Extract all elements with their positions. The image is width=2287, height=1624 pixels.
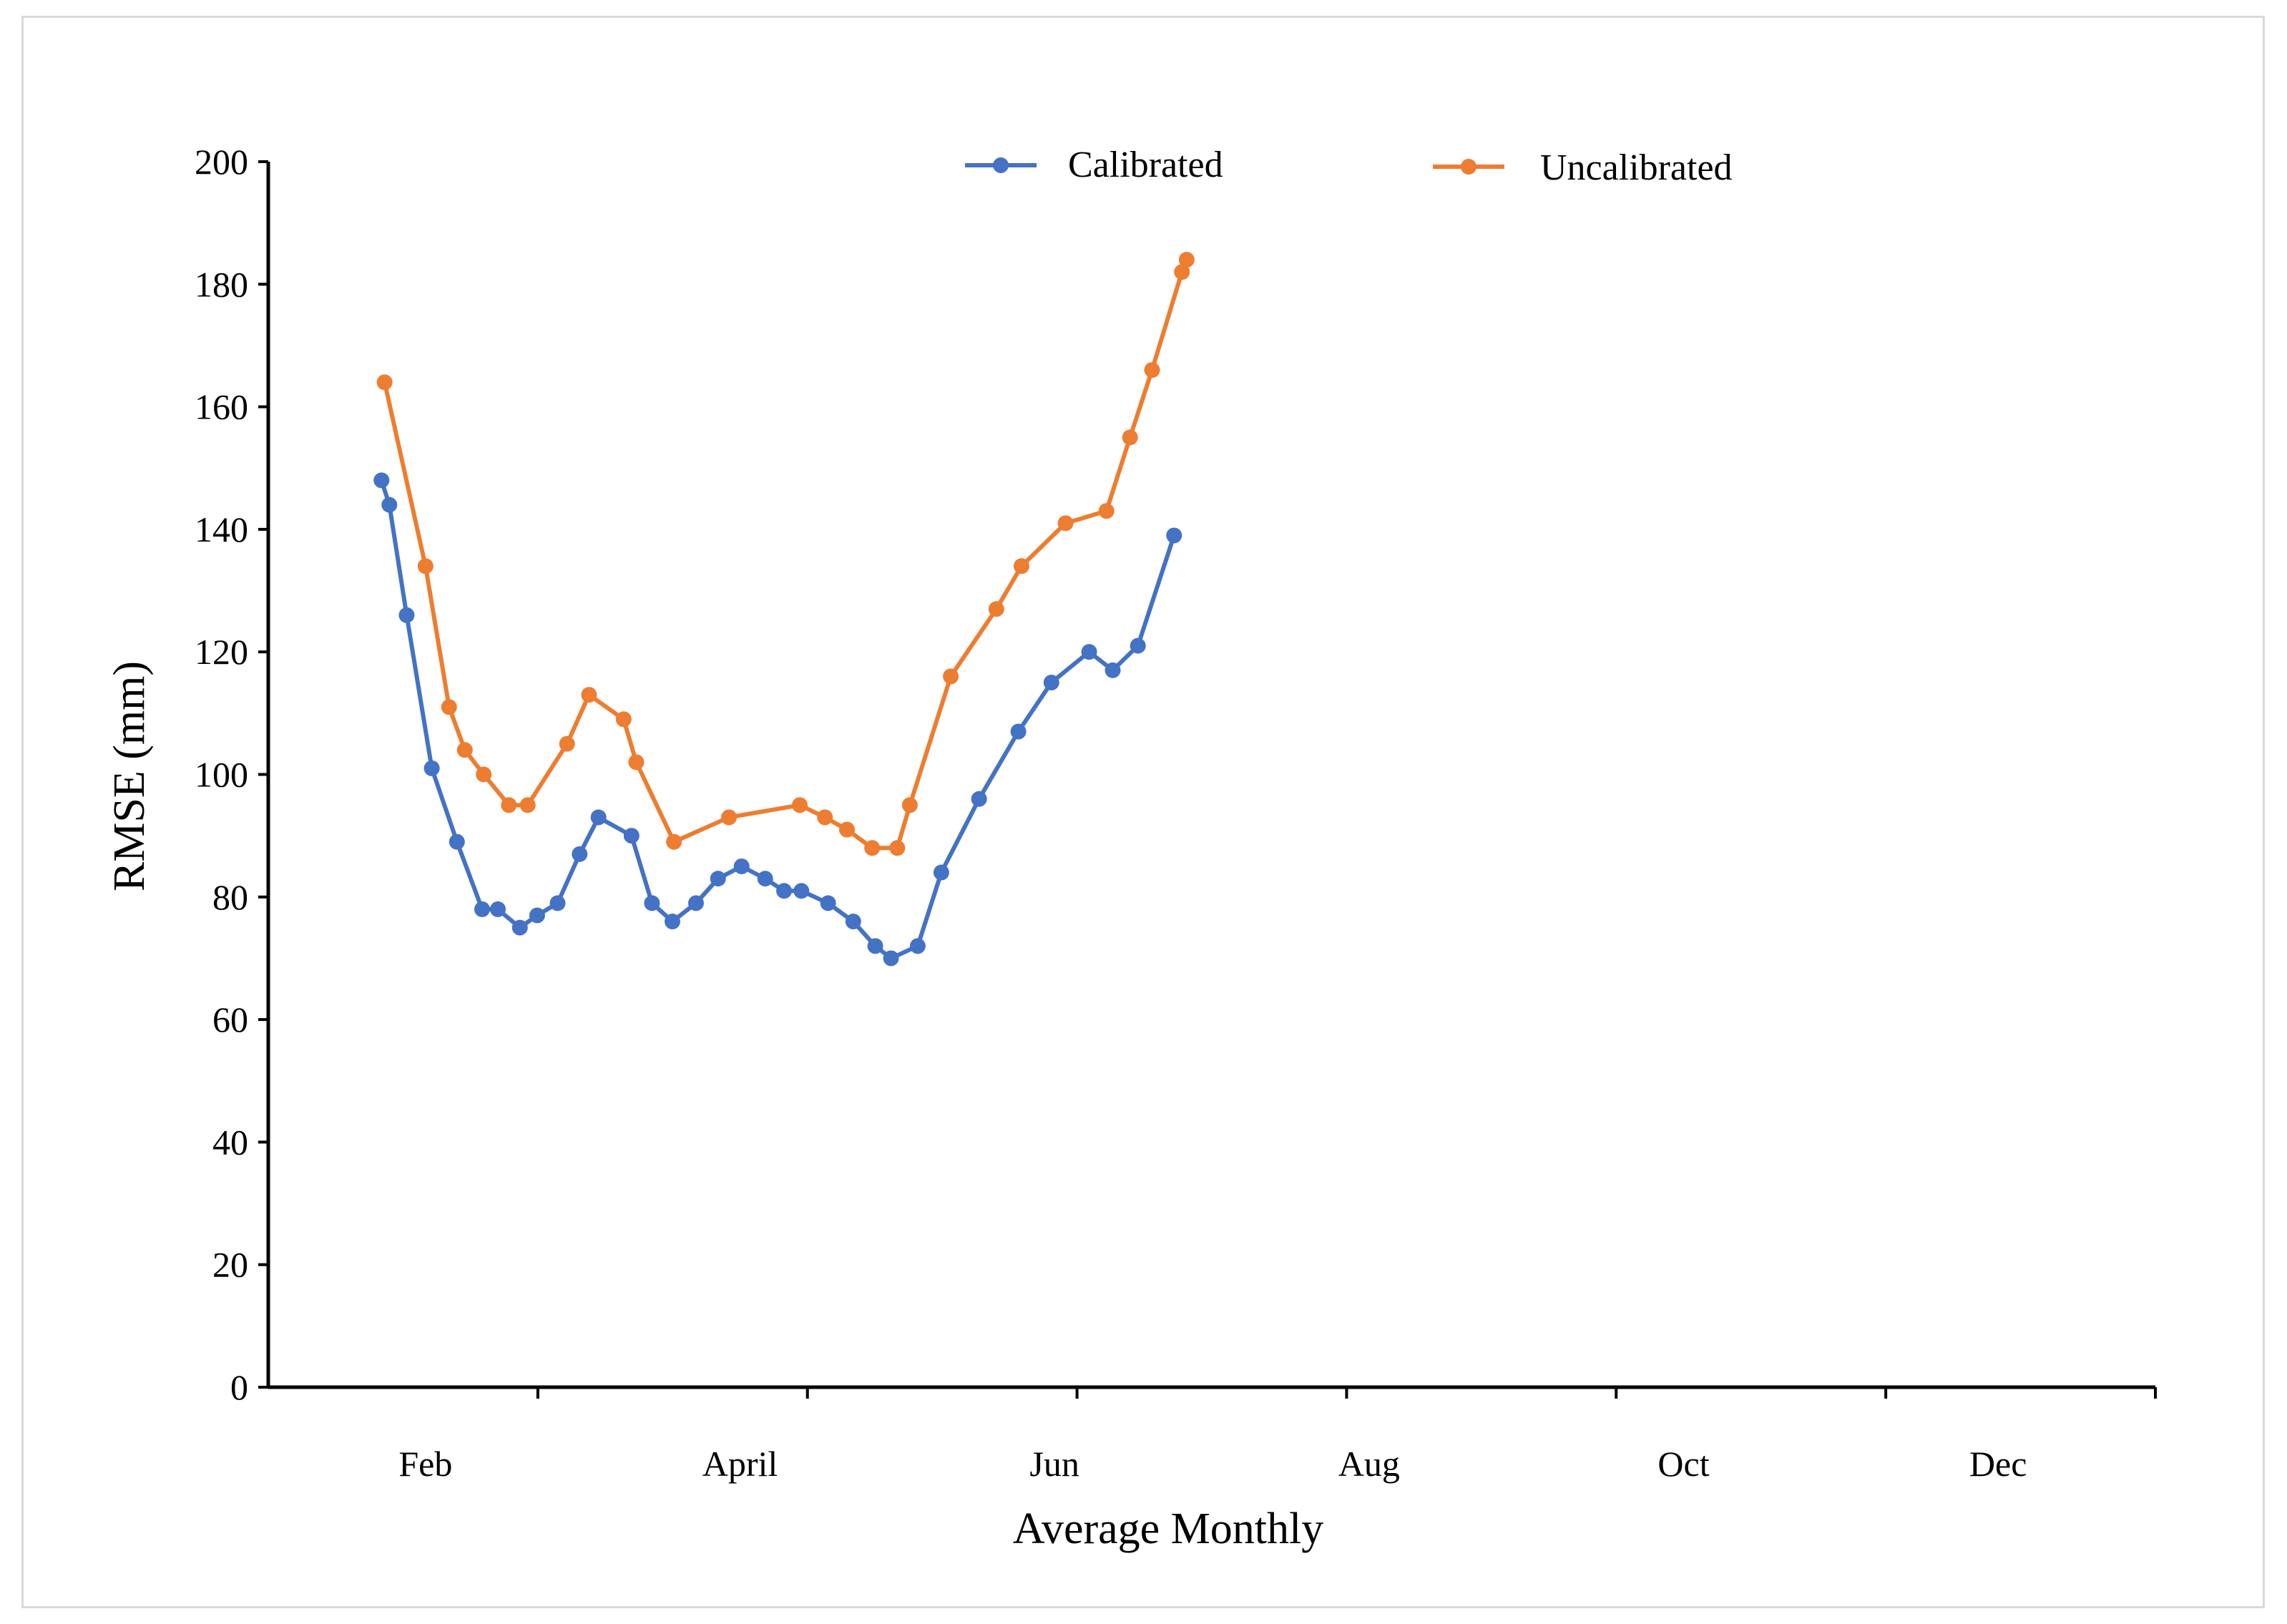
data-point-uncalibrated [581, 687, 597, 703]
y-tick-label: 80 [212, 877, 248, 917]
data-point-uncalibrated [376, 374, 393, 391]
series-uncalibrated [376, 252, 1195, 856]
data-point-calibrated [373, 472, 390, 489]
data-point-calibrated [867, 938, 883, 954]
data-point-uncalibrated [721, 809, 738, 826]
legend-label-uncalibrated: Uncalibrated [1540, 147, 1733, 188]
data-point-calibrated [644, 895, 660, 911]
data-point-calibrated [733, 858, 750, 874]
data-point-uncalibrated [1122, 429, 1138, 446]
data-point-calibrated [474, 901, 490, 917]
y-tick-label: 100 [195, 755, 248, 795]
y-tick-label: 140 [195, 509, 248, 549]
x-tick-label: Oct [1657, 1444, 1709, 1484]
x-axis-ticks: Feb April Jun Aug Oct Dec [398, 1387, 2157, 1484]
data-point-uncalibrated [1174, 264, 1190, 280]
series-layer [373, 252, 1195, 967]
data-point-calibrated [793, 883, 810, 899]
y-tick-label: 60 [212, 999, 248, 1040]
data-point-uncalibrated [864, 840, 881, 856]
data-point-uncalibrated [901, 797, 918, 813]
data-point-uncalibrated [1057, 515, 1074, 532]
data-point-calibrated [933, 864, 949, 881]
data-point-calibrated [529, 907, 545, 924]
data-point-calibrated [1081, 644, 1097, 660]
data-point-uncalibrated [615, 711, 632, 728]
data-point-calibrated [549, 895, 566, 911]
chart-frame: 0 20 40 60 80 100 120 140 160 180 200 Feb April Jun A… [21, 16, 2265, 1608]
data-point-calibrated [1010, 723, 1027, 740]
data-point-calibrated [381, 497, 398, 513]
data-point-uncalibrated [838, 821, 855, 838]
legend: Calibrated Uncalibrated [965, 145, 1733, 188]
x-tick-label: Jun [1029, 1444, 1079, 1484]
data-point-uncalibrated [1098, 503, 1115, 519]
data-point-uncalibrated [889, 840, 906, 856]
data-point-calibrated [820, 895, 836, 911]
data-point-calibrated [845, 914, 861, 930]
x-axis-title: Average Monthly [1013, 1505, 1323, 1553]
data-point-uncalibrated [1014, 558, 1030, 574]
data-point-calibrated [776, 883, 793, 899]
data-point-uncalibrated [817, 809, 833, 826]
data-point-calibrated [423, 760, 440, 776]
y-axis-title: RMSE (mm) [105, 661, 154, 891]
data-point-calibrated [1130, 637, 1146, 654]
legend-item-calibrated: Calibrated [965, 145, 1223, 185]
data-point-calibrated [489, 901, 506, 917]
data-point-calibrated [971, 791, 987, 807]
data-point-uncalibrated [792, 797, 808, 813]
y-axis-ticks: 0 20 40 60 80 100 120 140 160 180 200 [195, 142, 268, 1407]
data-point-calibrated [1043, 675, 1059, 691]
legend-item-uncalibrated: Uncalibrated [1433, 147, 1733, 188]
data-point-calibrated [664, 914, 680, 930]
y-tick-label: 40 [212, 1122, 248, 1162]
data-point-calibrated [511, 919, 528, 936]
data-point-uncalibrated [1144, 362, 1160, 378]
data-point-uncalibrated [666, 833, 682, 850]
y-tick-label: 180 [195, 264, 248, 304]
data-point-calibrated [687, 895, 704, 911]
data-point-calibrated [1105, 662, 1121, 678]
data-point-uncalibrated [943, 668, 959, 685]
data-point-uncalibrated [476, 766, 492, 783]
data-point-uncalibrated [519, 797, 536, 813]
x-tick-label: April [702, 1444, 778, 1484]
data-point-calibrated [572, 846, 588, 862]
data-point-calibrated [398, 607, 415, 623]
data-point-uncalibrated [417, 558, 434, 574]
series-line-uncalibrated [382, 258, 1189, 851]
data-point-uncalibrated [441, 699, 457, 715]
line-chart: 0 20 40 60 80 100 120 140 160 180 200 Feb April Jun A… [105, 142, 2157, 1553]
data-point-uncalibrated [456, 742, 473, 758]
legend-marker-calibrated [993, 157, 1009, 173]
data-point-calibrated [909, 938, 926, 954]
data-point-calibrated [623, 828, 640, 844]
data-point-uncalibrated [628, 754, 645, 771]
y-tick-label: 0 [230, 1367, 248, 1407]
y-tick-label: 200 [195, 142, 248, 182]
y-tick-label: 120 [195, 632, 248, 672]
data-point-calibrated [449, 833, 465, 850]
data-point-calibrated [757, 871, 773, 887]
data-point-uncalibrated [988, 601, 1004, 617]
x-tick-label: Aug [1338, 1444, 1400, 1484]
series-calibrated [373, 472, 1182, 967]
data-point-uncalibrated [501, 797, 517, 813]
data-point-uncalibrated [1178, 252, 1195, 268]
data-point-uncalibrated [559, 735, 575, 752]
data-point-calibrated [710, 871, 726, 887]
legend-marker-uncalibrated [1461, 159, 1476, 175]
data-point-calibrated [1166, 527, 1182, 544]
legend-label-calibrated: Calibrated [1068, 145, 1223, 185]
data-point-calibrated [590, 809, 607, 826]
data-point-calibrated [883, 950, 899, 967]
x-tick-label: Feb [398, 1444, 452, 1484]
y-tick-label: 160 [195, 387, 248, 427]
x-tick-label: Dec [1969, 1444, 2027, 1484]
y-tick-label: 20 [212, 1245, 248, 1285]
